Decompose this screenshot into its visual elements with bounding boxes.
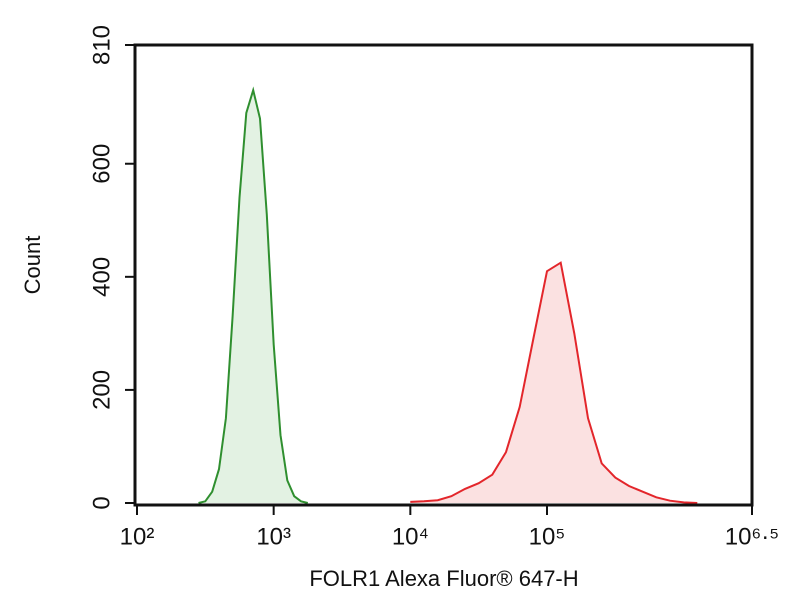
area-line [198,86,309,504]
y-tick-label: 810 [88,25,115,65]
plot-frame [133,43,754,507]
y-tick-label: 600 [88,144,115,184]
y-tick-label: 400 [88,257,115,297]
x-tick-label: 10⁴ [392,523,429,550]
area-fill [198,90,308,503]
area-fill [410,262,698,503]
x-tick-label: 10⁵ [529,523,566,550]
y-tick-label: 200 [88,370,115,410]
y-axis-title: Count [20,236,45,295]
area-line [410,261,698,504]
x-tick-label: 10³ [256,523,291,550]
x-axis-title: FOLR1 Alexa Fluor® 647-H [309,566,578,591]
x-tick-label: 10⁶·⁵ [725,523,780,550]
y-tick-label: 0 [88,496,115,509]
x-tick-label: 10² [120,523,155,550]
